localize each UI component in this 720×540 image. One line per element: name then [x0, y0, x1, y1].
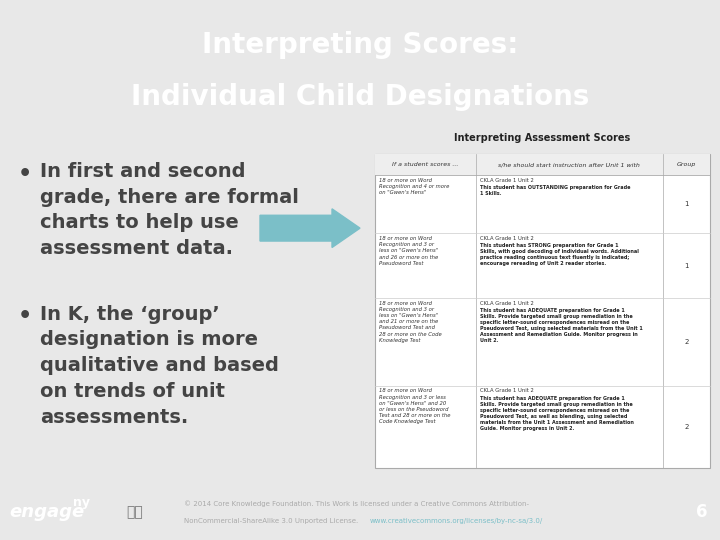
- Text: 18 or more on Word
Recognition and 4 or more
on "Gwen's Hens": 18 or more on Word Recognition and 4 or …: [379, 178, 449, 195]
- Text: This student has OUTSTANDING preparation for Grade
1 Skills.: This student has OUTSTANDING preparation…: [480, 185, 630, 196]
- Text: In first and second
grade, there are formal
charts to help use
assessment data.: In first and second grade, there are for…: [40, 162, 299, 258]
- Text: This student has ADEQUATE preparation for Grade 1
Skills. Provide targeted small: This student has ADEQUATE preparation fo…: [480, 308, 642, 343]
- Text: This student has STRONG preparation for Grade 1
Skills, with good decoding of in: This student has STRONG preparation for …: [480, 244, 639, 266]
- Text: 1: 1: [684, 262, 689, 268]
- Text: NonCommercial-ShareAlike 3.0 Unported License.: NonCommercial-ShareAlike 3.0 Unported Li…: [184, 518, 362, 524]
- Text: In K, the ‘group’
designation is more
qualitative and based
on trends of unit
as: In K, the ‘group’ designation is more qu…: [40, 305, 279, 427]
- Text: If a student scores ...: If a student scores ...: [392, 162, 459, 167]
- Text: 18 or more on Word
Recognition and 3 or less
on "Gwen's Hens" and 20
or less on : 18 or more on Word Recognition and 3 or …: [379, 388, 451, 424]
- Text: Interpreting Scores:: Interpreting Scores:: [202, 31, 518, 59]
- Text: 6: 6: [696, 503, 708, 521]
- Text: 18 or more on Word
Recognition and 3 or
less on "Gwen's Hens"
and 26 or more on : 18 or more on Word Recognition and 3 or …: [379, 236, 438, 266]
- Text: engage: engage: [9, 503, 85, 521]
- Text: 18 or more on Word
Recognition and 3 or
less on "Gwen's Hens"
and 21 or more on : 18 or more on Word Recognition and 3 or …: [379, 300, 442, 343]
- Text: •: •: [18, 164, 32, 184]
- Text: Interpreting Assessment Scores: Interpreting Assessment Scores: [454, 133, 631, 144]
- Text: 2: 2: [685, 423, 689, 430]
- Text: ⛹⛹: ⛹⛹: [126, 505, 143, 519]
- Text: s/he should start instruction after Unit 1 with: s/he should start instruction after Unit…: [498, 162, 640, 167]
- Text: Group: Group: [677, 162, 696, 167]
- Text: 1: 1: [684, 201, 689, 207]
- Text: 2: 2: [685, 339, 689, 345]
- Text: CKLA Grade 1 Unit 2: CKLA Grade 1 Unit 2: [480, 388, 534, 393]
- FancyBboxPatch shape: [375, 154, 710, 175]
- Text: CKLA Grade 1 Unit 2: CKLA Grade 1 Unit 2: [480, 178, 534, 183]
- Text: ny: ny: [73, 496, 91, 509]
- Text: This student has ADEQUATE preparation for Grade 1
Skills. Provide targeted small: This student has ADEQUATE preparation fo…: [480, 396, 634, 431]
- FancyBboxPatch shape: [375, 154, 710, 468]
- Text: www.creativecommons.org/licenses/by-nc-sa/3.0/: www.creativecommons.org/licenses/by-nc-s…: [369, 518, 543, 524]
- Text: •: •: [18, 306, 32, 327]
- FancyArrow shape: [260, 209, 360, 247]
- Text: CKLA Grade 1 Unit 2: CKLA Grade 1 Unit 2: [480, 300, 534, 306]
- Text: Individual Child Designations: Individual Child Designations: [131, 83, 589, 111]
- Text: CKLA Grade 1 Unit 2: CKLA Grade 1 Unit 2: [480, 236, 534, 241]
- Text: © 2014 Core Knowledge Foundation. This Work is licensed under a Creative Commons: © 2014 Core Knowledge Foundation. This W…: [184, 500, 528, 507]
